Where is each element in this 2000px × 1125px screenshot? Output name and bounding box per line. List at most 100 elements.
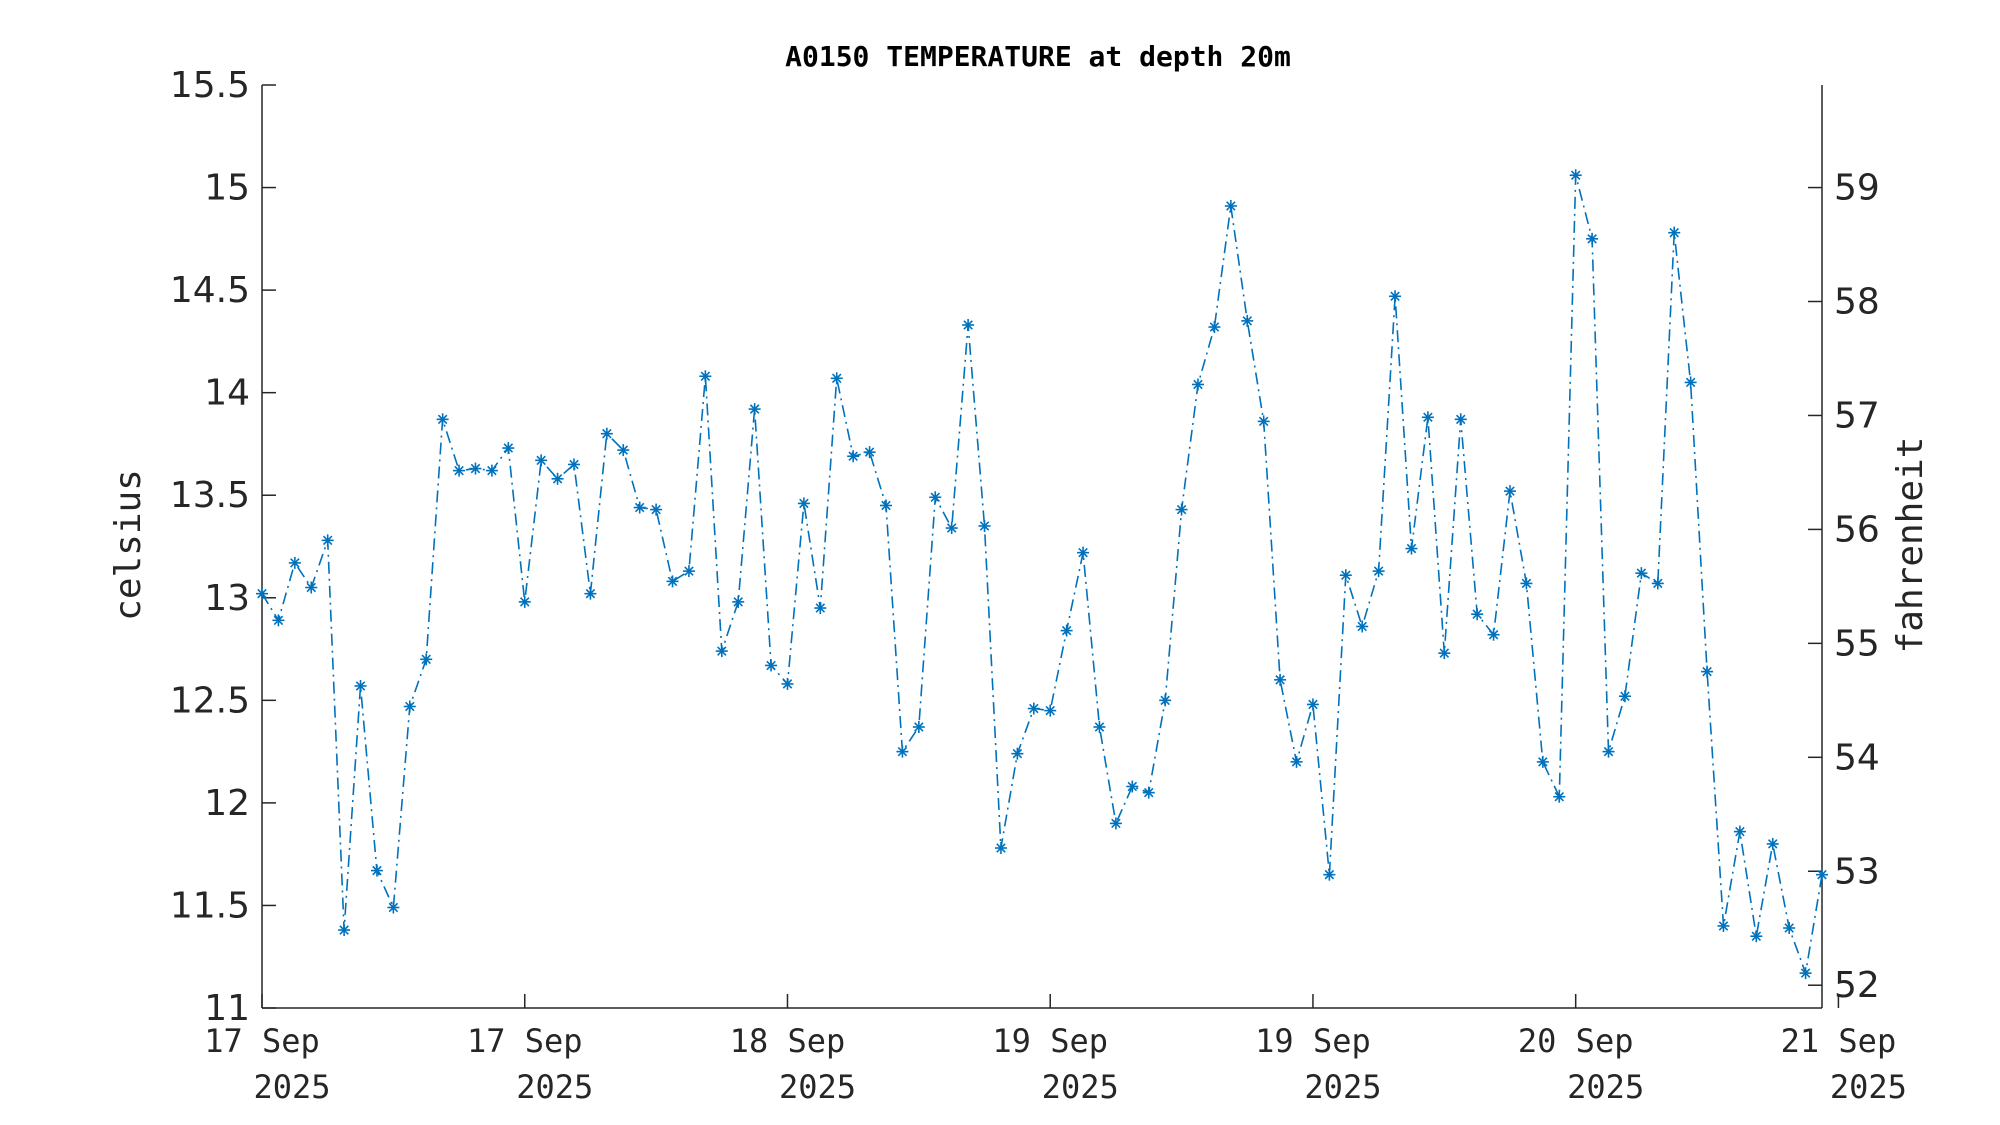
data-point bbox=[1339, 569, 1352, 582]
y-right-tick-label: 55 bbox=[1834, 623, 1880, 664]
data-point bbox=[272, 614, 285, 627]
data-point bbox=[370, 864, 383, 877]
data-point bbox=[1504, 485, 1516, 498]
data-point bbox=[584, 587, 597, 600]
data-point bbox=[1536, 755, 1549, 768]
data-point bbox=[650, 503, 663, 516]
x-tick-label-day: 19 Sep bbox=[992, 1022, 1108, 1060]
data-point bbox=[765, 659, 778, 672]
data-point bbox=[1816, 868, 1828, 881]
data-point bbox=[633, 501, 646, 514]
x-tick-label-year: 2025 bbox=[1304, 1068, 1381, 1106]
x-tick-label-day: 18 Sep bbox=[730, 1022, 846, 1060]
data-point bbox=[1011, 747, 1024, 760]
series-line bbox=[261, 175, 1823, 977]
data-point bbox=[1471, 608, 1484, 621]
data-point bbox=[1306, 698, 1319, 711]
data-point bbox=[1224, 200, 1237, 213]
data-point bbox=[1323, 868, 1336, 881]
y-right-tick-label: 59 bbox=[1834, 168, 1880, 209]
y-right-tick-label: 53 bbox=[1834, 851, 1880, 892]
data-point bbox=[1750, 930, 1763, 943]
data-point bbox=[387, 901, 400, 914]
data-point bbox=[1701, 665, 1714, 678]
x-tick-label-day: 17 Sep bbox=[204, 1022, 320, 1060]
x-tick-label-day: 19 Sep bbox=[1255, 1022, 1371, 1060]
data-point bbox=[420, 653, 433, 666]
x-axis: 17 Sep 2025 17 Sep 2025 18 Sep 2025 19 Sep 2025… bbox=[204, 994, 1907, 1106]
data-point bbox=[469, 462, 482, 475]
x-tick-label-year: 2025 bbox=[516, 1068, 593, 1106]
data-point bbox=[912, 720, 925, 733]
data-point bbox=[1651, 577, 1664, 590]
data-point bbox=[847, 450, 860, 463]
data-point bbox=[256, 587, 268, 600]
y-tick-label: 15 bbox=[204, 168, 250, 209]
y-tick-label: 14 bbox=[204, 373, 250, 414]
data-point bbox=[1553, 790, 1566, 803]
x-tick-label-year: 2025 bbox=[779, 1068, 856, 1106]
data-point bbox=[1586, 232, 1599, 245]
data-point bbox=[1668, 226, 1681, 239]
data-point bbox=[338, 924, 351, 937]
data-point bbox=[1208, 321, 1221, 334]
axes-box bbox=[261, 85, 1823, 1009]
data-point bbox=[617, 444, 630, 457]
data-point bbox=[403, 700, 416, 713]
data-point bbox=[682, 565, 695, 578]
data-point bbox=[1290, 755, 1303, 768]
data-point bbox=[863, 446, 876, 459]
data-point bbox=[1635, 567, 1648, 580]
data-point bbox=[1421, 411, 1434, 424]
x-tick-label-day: 20 Sep bbox=[1518, 1022, 1634, 1060]
data-point bbox=[1783, 922, 1796, 935]
data-point bbox=[1027, 702, 1040, 715]
data-point bbox=[354, 679, 367, 692]
data-point bbox=[896, 745, 909, 758]
y-tick-label: 12 bbox=[204, 783, 250, 824]
y-axis-label-right: fahrenheit bbox=[1890, 437, 1931, 654]
data-point bbox=[1405, 542, 1418, 555]
y-axis-label-left: celsius bbox=[108, 469, 149, 621]
data-point bbox=[1192, 378, 1204, 391]
data-point bbox=[1159, 694, 1172, 707]
y-right-tick-label: 56 bbox=[1834, 509, 1880, 550]
y-tick-label: 12.5 bbox=[170, 680, 250, 721]
data-point bbox=[600, 427, 613, 440]
data-point bbox=[1520, 577, 1533, 590]
data-point bbox=[1044, 704, 1057, 717]
x-tick-label-year: 2025 bbox=[1567, 1068, 1644, 1106]
data-point bbox=[485, 464, 498, 477]
data-point bbox=[1569, 169, 1582, 182]
y-right-tick-label: 57 bbox=[1834, 395, 1880, 436]
data-point bbox=[1257, 415, 1270, 428]
chart-title: A0150 TEMPERATURE at depth 20m bbox=[785, 40, 1291, 73]
x-tick-label-year: 2025 bbox=[1042, 1068, 1119, 1106]
data-point bbox=[1142, 786, 1155, 799]
data-point bbox=[797, 497, 810, 510]
data-point bbox=[1717, 919, 1730, 932]
data-point bbox=[1618, 690, 1631, 703]
data-point bbox=[321, 534, 334, 547]
y-right-tick-label: 52 bbox=[1834, 965, 1880, 1006]
data-point bbox=[1241, 314, 1254, 327]
y-tick-label: 13.5 bbox=[170, 475, 250, 516]
data-point bbox=[535, 454, 548, 467]
data-point bbox=[929, 491, 942, 504]
data-point bbox=[518, 595, 531, 608]
y-axis-left: 11 11.5 12 12.5 13 13.5 14 14.5 15 15.5 bbox=[170, 65, 276, 1029]
data-point bbox=[880, 499, 892, 512]
data-point bbox=[1175, 503, 1188, 516]
data-point bbox=[748, 403, 761, 416]
data-point bbox=[1274, 673, 1287, 686]
y-tick-label: 11 bbox=[204, 988, 250, 1029]
data-point bbox=[568, 458, 580, 471]
data-point bbox=[1438, 647, 1451, 660]
data-point bbox=[1487, 628, 1500, 641]
data-point bbox=[978, 519, 991, 532]
data-point bbox=[1602, 745, 1615, 758]
data-point bbox=[814, 602, 827, 615]
data-point bbox=[945, 522, 958, 535]
y-tick-label: 13 bbox=[204, 578, 250, 619]
data-point bbox=[1077, 546, 1090, 559]
